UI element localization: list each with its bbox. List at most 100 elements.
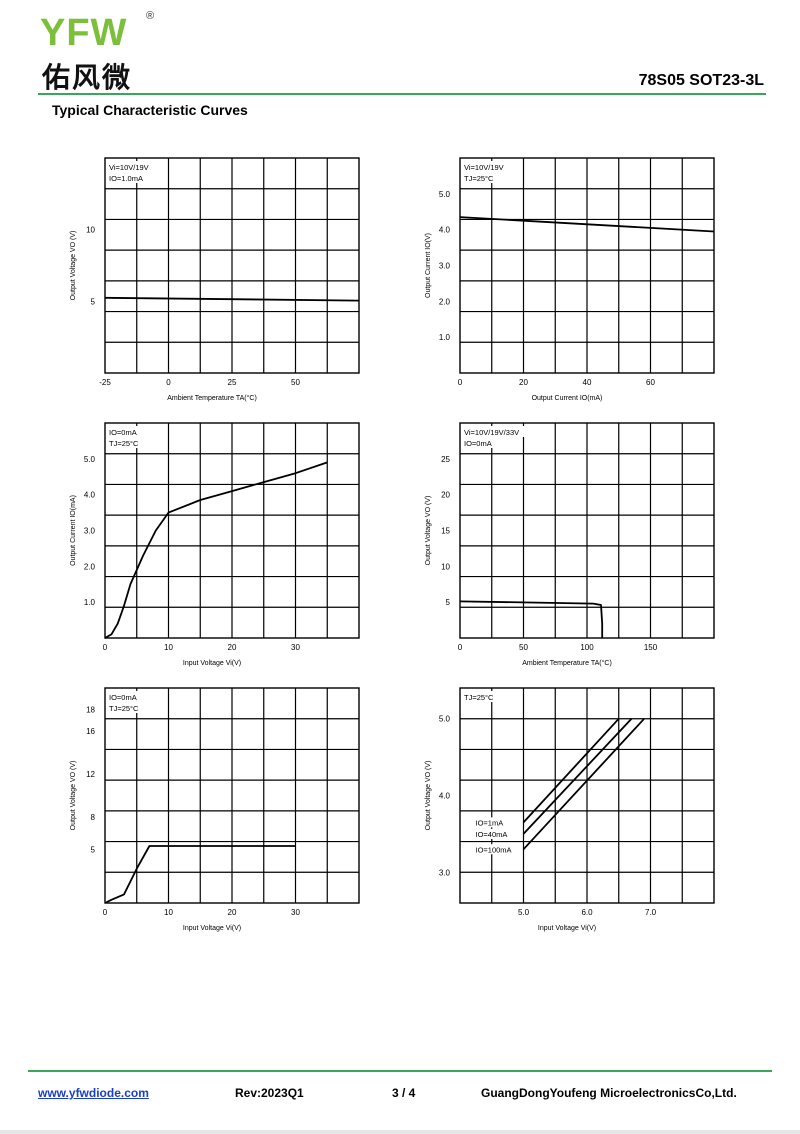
annotation-background [462, 161, 514, 172]
y-axis-label: Output Voltage VO (V) [70, 761, 77, 831]
y-axis-label: Output Voltage VO (V) [425, 761, 432, 831]
y-tick-label: 5 [91, 845, 96, 854]
series-line [104, 296, 360, 302]
test-condition-label: TJ=25°C [109, 704, 139, 713]
y-tick-label: 15 [441, 527, 450, 536]
annotation-background [107, 702, 146, 713]
chart-output-voltage-vs-input-voltage-load: 5.0 6.0 7.0 3.0 4.0 5.0 Input Voltage Vi(V) Out… [425, 687, 715, 932]
y-tick-label: 18 [86, 706, 95, 715]
y-tick-label: 4.0 [84, 491, 96, 500]
y-tick-label: 4.0 [439, 792, 451, 801]
series-line [104, 845, 296, 904]
series-line [522, 718, 620, 824]
x-tick-label: 10 [164, 643, 173, 652]
series-label-background [473, 817, 504, 828]
x-tick-label: 0 [458, 378, 463, 387]
x-tick-label: 10 [164, 908, 173, 917]
y-axis-label: Output Current IO(mA) [70, 495, 77, 566]
x-axis-label: Ambient Temperature TA(°C) [522, 659, 612, 667]
header-divider [38, 93, 766, 95]
x-tick-label: 25 [228, 378, 237, 387]
chart-output-current-vs-input-voltage: 0 10 20 30 1.0 2.0 3.0 4.0 5.0 Input Voltage Vi(V… [70, 422, 360, 667]
series-label-background [473, 844, 513, 855]
y-tick-label: 2.0 [439, 297, 451, 306]
series-line [459, 216, 715, 233]
test-condition-label: TJ=25°C [464, 174, 494, 183]
section-title: Typical Characteristic Curves [52, 102, 248, 118]
chart-output-voltage-vs-temperature-2: 0 50 100 150 5 10 15 20 25 Ambient Temperature TA… [425, 422, 715, 667]
registered-mark: ® [146, 10, 155, 22]
y-axis-label: Output Voltage VO (V) [425, 496, 432, 566]
company-logo: YFW ® 佑风微 [40, 10, 170, 94]
y-tick-label: 1.0 [439, 333, 451, 342]
annotation-background [462, 426, 533, 437]
x-axis-label: Ambient Temperature TA(°C) [167, 394, 257, 402]
y-tick-label: 1.0 [84, 598, 96, 607]
x-tick-label: 0 [103, 643, 108, 652]
series-label: IO=1mA [476, 818, 504, 827]
test-condition-label: TJ=25°C [464, 693, 494, 702]
test-condition-label: TJ=25°C [109, 439, 139, 448]
annotation-background [107, 426, 141, 437]
footer-divider [28, 1070, 772, 1072]
series-label-background [473, 828, 509, 839]
x-tick-label: 100 [580, 643, 594, 652]
series-line [459, 600, 604, 638]
annotation-background [107, 161, 159, 172]
series-line [522, 718, 633, 835]
test-condition-label: Vi=10V/19V [464, 163, 504, 172]
y-tick-label: 3.0 [439, 262, 451, 271]
x-axis-label: Output Current IO(mA) [532, 395, 603, 402]
y-axis-label: Output Voltage VO (V) [70, 231, 77, 301]
x-tick-label: 50 [519, 643, 528, 652]
x-tick-label: 7.0 [645, 908, 657, 917]
logo-chinese-name: 佑风微 [42, 61, 133, 94]
y-tick-label: 5 [91, 297, 96, 306]
y-tick-label: 2.0 [84, 562, 96, 571]
series-label: IO=100mA [476, 845, 512, 854]
x-tick-label: 20 [519, 378, 528, 387]
test-condition-label: IO=0mA [464, 439, 492, 448]
logo-text: YFW [40, 12, 128, 54]
series-line [522, 718, 645, 850]
x-tick-label: 20 [228, 908, 237, 917]
y-tick-label: 4.0 [439, 226, 451, 235]
y-tick-label: 5.0 [439, 190, 451, 199]
y-tick-label: 3.0 [84, 527, 96, 536]
chart-output-voltage-vs-input-voltage: 0 10 20 30 5 8 12 16 18 Input Voltage Vi(V) Output… [70, 687, 360, 932]
x-tick-label: 5.0 [518, 908, 530, 917]
y-tick-label: 16 [86, 727, 95, 736]
series-line [104, 461, 328, 639]
annotation-background [462, 172, 501, 183]
y-tick-label: 12 [86, 770, 95, 779]
y-tick-label: 8 [91, 813, 96, 822]
page-bottom-edge [0, 1130, 800, 1134]
page-number: 3 / 4 [392, 1086, 416, 1100]
y-tick-label: 5.0 [439, 715, 451, 724]
y-tick-label: 3.0 [439, 868, 451, 877]
x-axis-label: Input Voltage Vi(V) [538, 925, 596, 932]
series-label: IO=40mA [476, 830, 508, 839]
y-tick-label: 25 [441, 455, 450, 464]
website-link[interactable]: www.yfwdiode.com [38, 1086, 149, 1100]
x-tick-label: 150 [644, 643, 658, 652]
chart-output-voltage-vs-temperature: -25 0 25 50 5 10 Ambient Temperature TA(°C) Out… [70, 157, 360, 402]
part-number: 78S05 SOT23-3L [638, 72, 764, 89]
test-condition-label: Vi=10V/19V/33V [464, 428, 519, 437]
x-tick-label: 0 [458, 643, 463, 652]
x-tick-label: 40 [583, 378, 592, 387]
x-axis-label: Input Voltage Vi(V) [183, 660, 241, 667]
x-tick-label: 0 [166, 378, 171, 387]
x-tick-label: 20 [228, 643, 237, 652]
test-condition-label: IO=0mA [109, 693, 137, 702]
annotation-background [462, 437, 496, 448]
test-condition-label: IO=0mA [109, 428, 137, 437]
annotation-background [107, 437, 146, 448]
x-axis-label: Input Voltage Vi(V) [183, 925, 241, 932]
x-tick-label: 0 [103, 908, 108, 917]
y-tick-label: 5.0 [84, 455, 96, 464]
chart-output-current-vs-output-current: 0 20 40 60 1.0 2.0 3.0 4.0 5.0 Output Current IO(… [425, 157, 715, 402]
y-tick-label: 10 [86, 226, 95, 235]
y-axis-label: Output Current IO(V) [425, 233, 432, 298]
test-condition-label: IO=1.0mA [109, 174, 143, 183]
